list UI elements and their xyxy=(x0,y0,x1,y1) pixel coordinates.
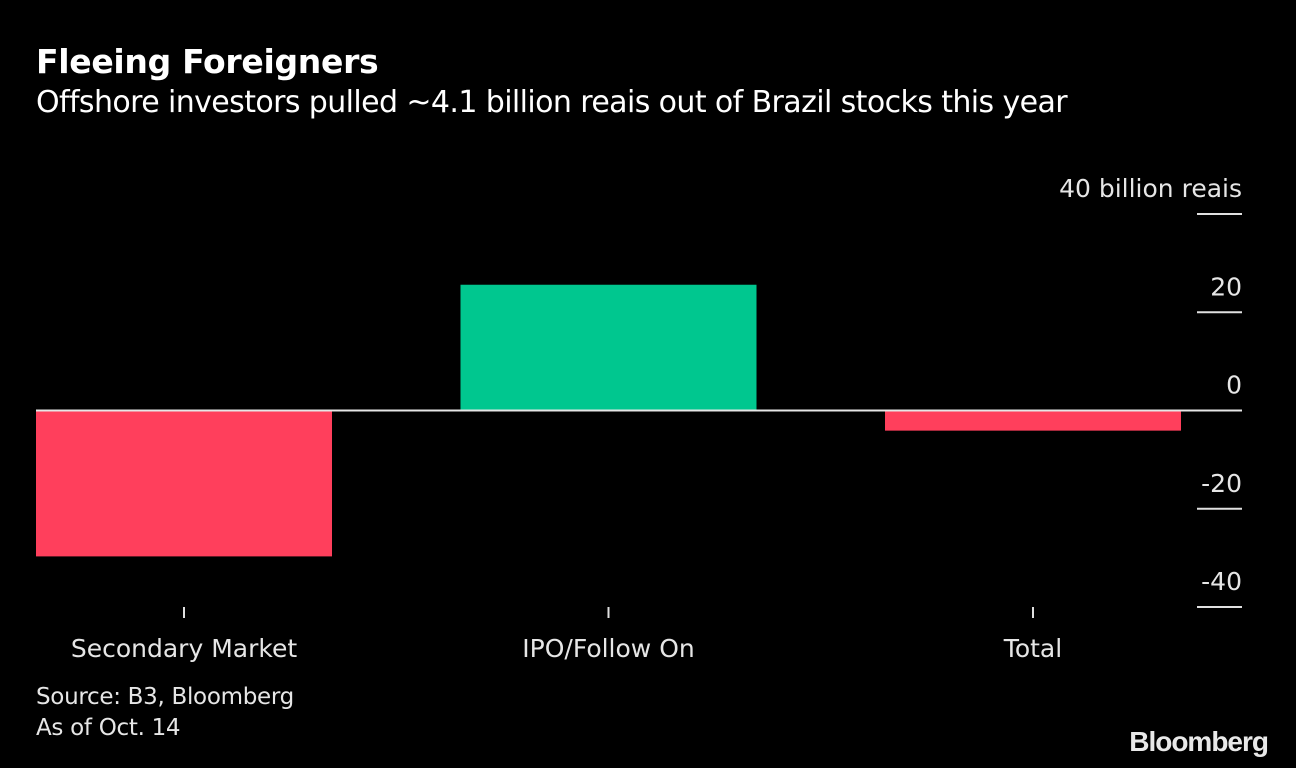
chart-subtitle: Offshore investors pulled ~4.1 billion r… xyxy=(36,85,1068,120)
bar-secondary-market xyxy=(36,410,332,557)
y-tick-label: -40 xyxy=(1201,567,1242,596)
x-category-label: Secondary Market xyxy=(71,634,297,663)
bar-ipo-follow-on xyxy=(460,284,757,411)
y-tick-label: 40 billion reais xyxy=(1059,174,1242,203)
y-tick-label: -20 xyxy=(1201,469,1242,498)
x-category-label: Total xyxy=(1003,634,1062,663)
bars xyxy=(36,284,1181,557)
x-category-label: IPO/Follow On xyxy=(522,634,694,663)
y-tick-label: 0 xyxy=(1226,371,1242,400)
as-of-note: As of Oct. 14 xyxy=(36,715,181,741)
y-tick-label: 20 xyxy=(1210,272,1242,301)
bloomberg-logo: Bloomberg xyxy=(1129,726,1269,757)
bar-total xyxy=(885,410,1181,431)
chart-title: Fleeing Foreigners xyxy=(36,42,379,81)
source-note: Source: B3, Bloomberg xyxy=(36,684,294,710)
y-axis: 40 billion reais 20 0 -20 -40 xyxy=(1059,174,1242,608)
x-axis: Secondary Market IPO/Follow On Total xyxy=(71,607,1062,663)
